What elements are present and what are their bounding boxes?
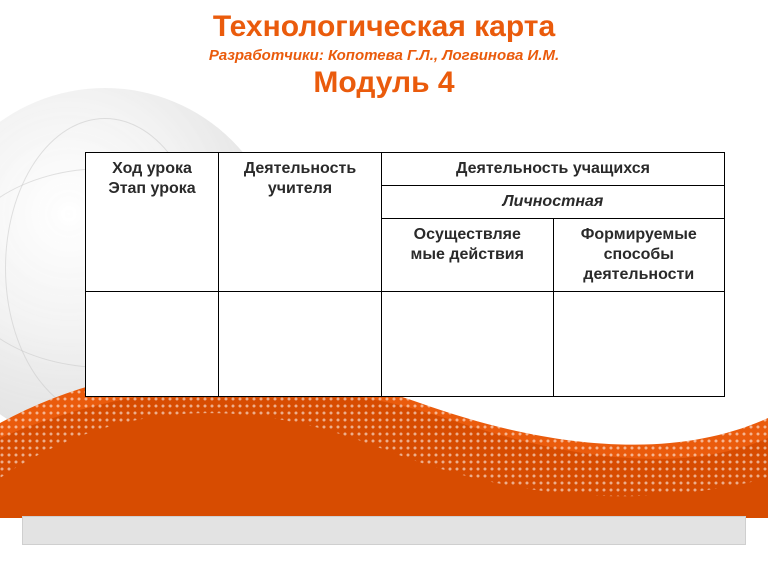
col-methods-label: Формируемыеспособыдеятельности	[581, 226, 697, 283]
cell-actions	[382, 292, 554, 397]
col-actions-label: Осуществляемые действия	[411, 226, 524, 263]
footer-bar	[22, 516, 746, 545]
cell-teacher	[219, 292, 382, 397]
slide: Технологическая карта Разработчики: Копо…	[0, 0, 768, 576]
table-wrapper: Ход урока Этап урока Деятельность учител…	[85, 152, 685, 397]
tech-card-table: Ход урока Этап урока Деятельность учител…	[85, 152, 725, 397]
col-lesson-flow-line1: Ход урока	[112, 160, 192, 177]
page-subtitle: Разработчики: Копотева Г.Л., Логвинова И…	[0, 47, 768, 64]
module-title: Модуль 4	[0, 66, 768, 100]
title-block: Технологическая карта Разработчики: Копо…	[0, 0, 768, 100]
col-students-header: Деятельность учащихся	[382, 153, 725, 186]
col-actions-header: Осуществляемые действия	[382, 219, 554, 292]
cell-lesson-flow	[86, 292, 219, 397]
col-methods-header: Формируемыеспособыдеятельности	[553, 219, 725, 292]
col-students-subheader: Личностная	[382, 186, 725, 219]
cell-methods	[553, 292, 725, 397]
col-teacher-header: Деятельность учителя	[219, 153, 382, 292]
table-header-row-1: Ход урока Этап урока Деятельность учител…	[86, 153, 725, 186]
col-lesson-flow-header: Ход урока Этап урока	[86, 153, 219, 292]
col-lesson-flow-line2: Этап урока	[108, 180, 195, 197]
page-title: Технологическая карта	[0, 10, 768, 43]
table-row	[86, 292, 725, 397]
